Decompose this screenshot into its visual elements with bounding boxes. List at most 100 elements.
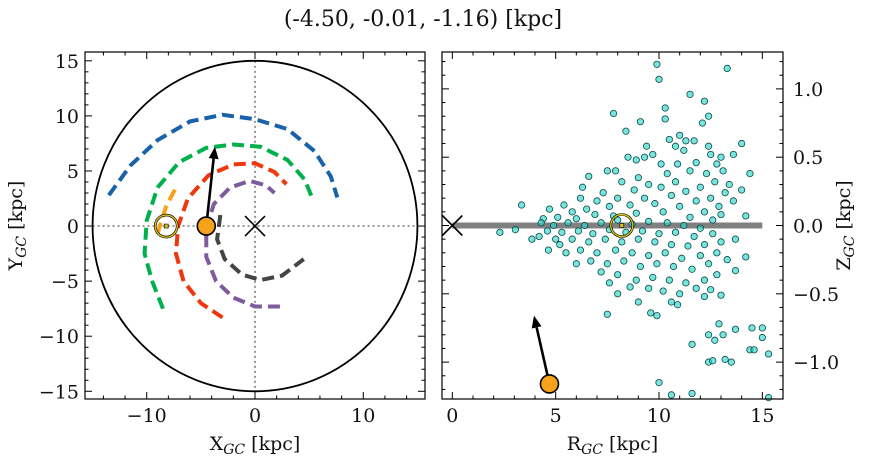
velocity-arrow-head [531,315,542,329]
x-tick-label: 10 [351,405,375,427]
scatter-point [704,260,713,268]
y-axis-label: YGC [kpc] [5,181,30,272]
x-tick-label: 5 [550,405,562,427]
scatter-point [746,169,754,178]
scatter-point [707,194,715,202]
scatter-point [758,324,766,332]
scatter-point [684,242,692,250]
scatter-point [576,246,585,254]
scatter-point [729,150,738,159]
scatter-point [673,301,682,309]
scatter-point [624,153,632,161]
x-axis-label: XGC [kpc] [210,433,301,458]
scatter-point [605,202,614,210]
scatter-point [692,159,700,167]
scatter-point [671,228,680,236]
scatter-point [700,97,709,105]
scatter-point [764,350,773,358]
boundary-circle [91,59,419,393]
figure-title: (-4.50, -0.01, -1.16) [kpc] [284,7,562,32]
scatter-point [711,336,719,344]
scatter-point [545,205,554,213]
scatter-point [556,241,564,249]
y-tick-label: −1.0 [793,352,839,374]
scatter-point [568,208,576,216]
scatter-point [620,257,628,265]
scatter-point [709,357,717,365]
scatter-point [659,287,667,295]
scatter-point [659,208,667,216]
scatter-point [717,291,725,299]
scatter-point [517,201,526,209]
scatter-point [560,201,568,209]
scatter-point [671,178,680,186]
scatter-point [655,230,663,238]
scatter-point [667,298,676,306]
scatter-point [645,251,653,260]
scatter-point [562,249,570,257]
scatter-point [653,260,661,268]
scatter-point [692,197,700,205]
scatter-point [742,212,750,220]
scatter-point [690,232,698,241]
scatter-point [742,253,750,261]
scatter-point [686,90,694,98]
sun-icon-ring [154,214,178,238]
scatter-point [599,189,607,197]
scatter-point [673,160,682,168]
scatter-point [537,219,545,227]
scatter-point [709,216,717,224]
scatter-point [626,201,634,209]
scatter-point [715,202,723,210]
scatter-point [636,262,645,271]
scatter-point [618,178,626,186]
scatter-point [611,167,620,175]
scatter-point [661,249,669,257]
scatter-point [731,235,740,243]
scatter-point [645,217,653,226]
y-tick-label: 0.5 [793,147,823,169]
x-tick-label: 10 [647,405,671,427]
scatter-point [587,257,595,265]
scatter-point [680,146,688,154]
scatter-point [665,135,673,144]
scatter-point [748,324,756,332]
scatter-point [709,230,717,238]
scatter-point [632,276,640,284]
scatter-point [591,210,599,219]
scatter-point [663,169,671,178]
scatter-point [667,241,676,249]
scatter-point [700,276,709,284]
velocity-arrow-head [208,146,219,160]
scatter-point [717,153,725,161]
scatter-point [614,194,622,202]
spiral-arm-4 [215,214,305,283]
scatter-point [692,284,700,292]
scatter-point [578,183,587,191]
y-tick-label: 10 [55,106,79,128]
scatter-point [727,358,735,366]
scatter-point [700,292,709,301]
scatter-point [707,286,715,294]
scatter-point [704,331,713,339]
scatter-point [585,238,593,246]
scatter-point [688,389,696,398]
scatter-point [645,180,653,189]
scatter-point [657,183,665,191]
scatter-point [572,260,580,268]
scatter-point [568,235,576,243]
scatter-point [634,174,642,182]
scatter-point [750,346,758,354]
scatter-point [667,391,676,399]
scatter-point [597,268,605,276]
scatter-point [729,197,738,205]
scatter-point [649,150,657,159]
scatter-point [696,251,704,260]
scatter-point [634,235,642,243]
scatter-point [593,249,601,257]
scatter-point [580,221,589,230]
scatter-point [713,249,721,257]
scatter-point [558,228,566,236]
scatter-point [647,309,655,317]
